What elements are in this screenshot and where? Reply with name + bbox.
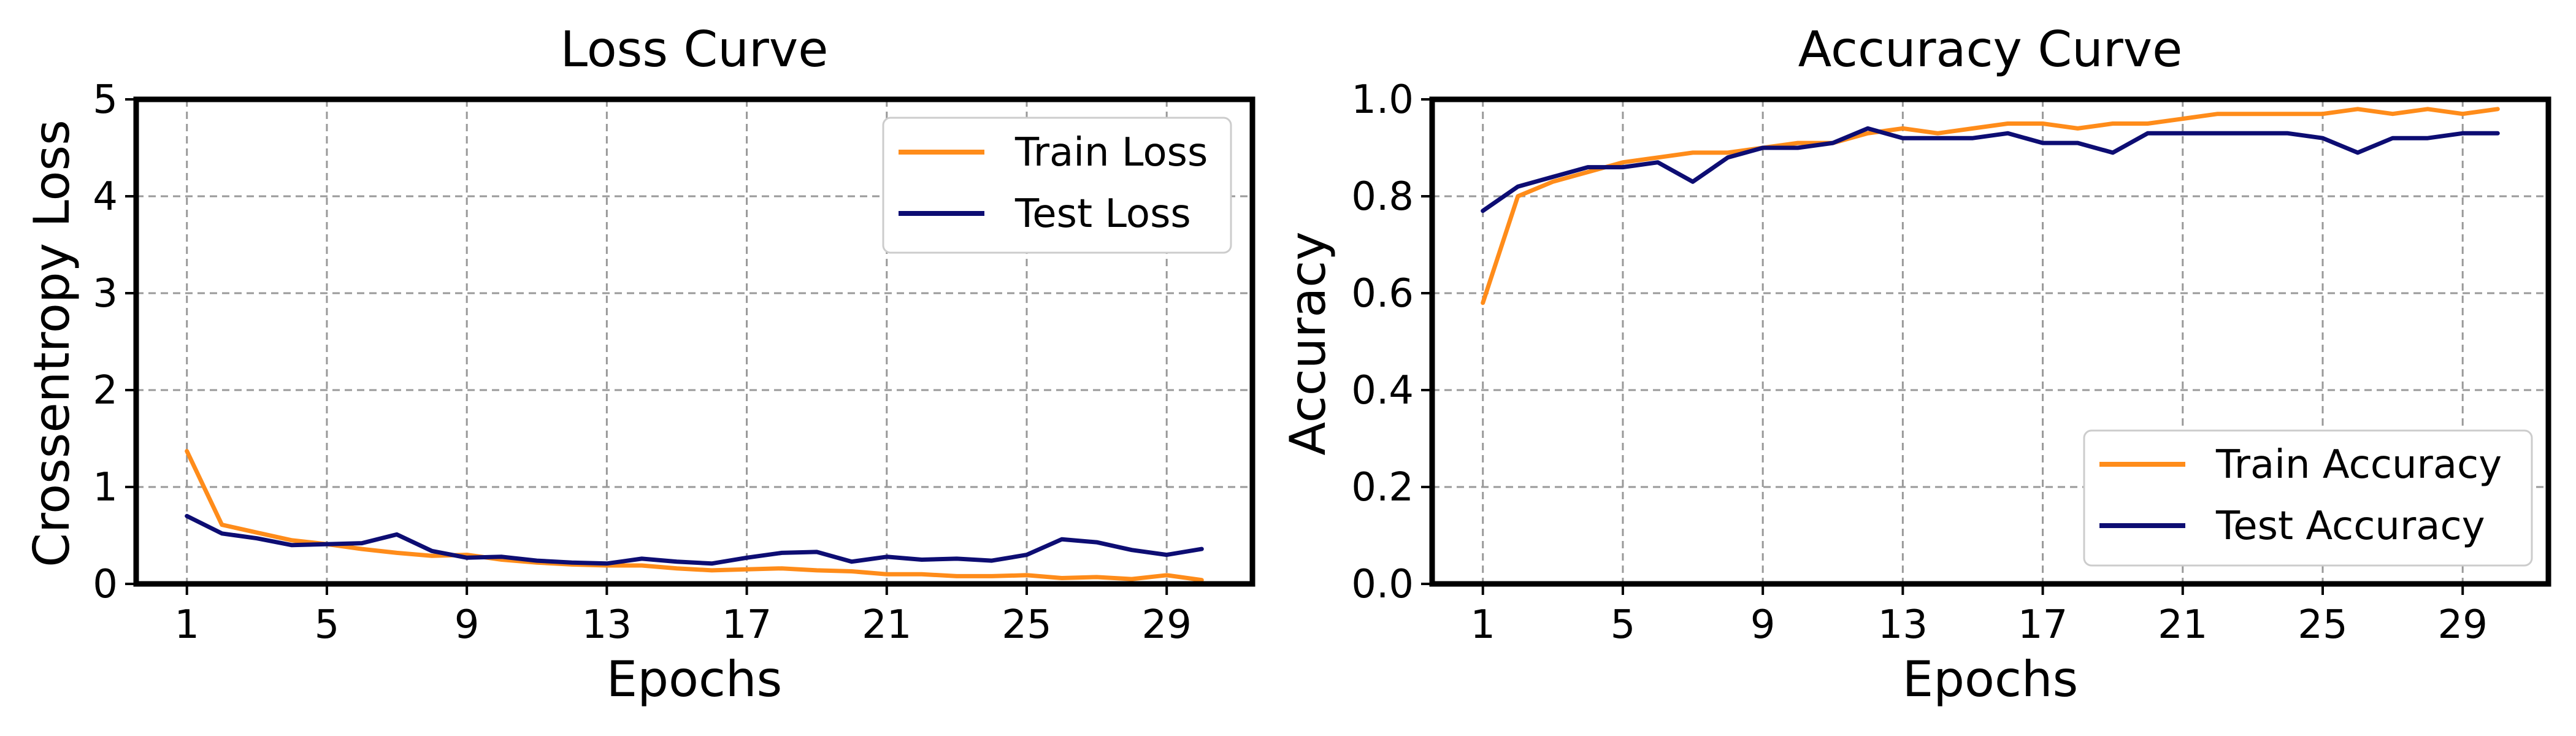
- accuracy-ytick-label: 0.0: [1351, 562, 1414, 607]
- accuracy-xtick-label: 17: [2018, 602, 2068, 648]
- loss-ytick-label: 3: [93, 271, 118, 316]
- accuracy-xtick-label: 9: [1750, 602, 1776, 648]
- accuracy-xtick-label: 25: [2298, 602, 2347, 648]
- loss-xtick-label: 21: [862, 602, 911, 648]
- series-line-train-accuracy: [1481, 107, 2500, 305]
- loss-ytick-label: 5: [93, 77, 118, 123]
- loss-chart-ticks: 1 5 9 13 17 21 25 29 0 1 2 3 4 5: [93, 77, 1192, 648]
- series-line-test-accuracy: [1481, 126, 2500, 213]
- legend-label-train-accuracy: Train Accuracy: [2215, 442, 2502, 488]
- loss-xtick-label: 17: [722, 602, 772, 648]
- accuracy-ytick-label: 1.0: [1351, 77, 1414, 123]
- legend-label-test-loss: Test Loss: [1014, 191, 1191, 237]
- loss-xtick-label: 5: [315, 602, 340, 648]
- accuracy-chart-ylabel: Accuracy: [1279, 231, 1336, 455]
- accuracy-xtick-label: 5: [1611, 602, 1636, 648]
- accuracy-chart-title: Accuracy Curve: [1798, 21, 2183, 78]
- loss-ytick-label: 0: [93, 562, 118, 607]
- accuracy-chart-legend: Train Accuracy Test Accuracy: [2083, 429, 2533, 567]
- series-line-test-loss: [185, 513, 1204, 566]
- loss-ytick-label: 4: [93, 174, 118, 220]
- loss-chart-ylabel: Crossentropy Loss: [23, 120, 80, 567]
- accuracy-ytick-label: 0.6: [1351, 271, 1414, 316]
- legend-label-test-accuracy: Test Accuracy: [2215, 504, 2485, 549]
- loss-xtick-label: 29: [1142, 602, 1192, 648]
- loss-chart-frame: [133, 96, 1255, 587]
- accuracy-xtick-label: 13: [1878, 602, 1928, 648]
- loss-chart-series: [185, 449, 1204, 583]
- accuracy-ytick-label: 0.8: [1351, 174, 1414, 220]
- legend-label-train-loss: Train Loss: [1014, 130, 1208, 175]
- loss-xtick-label: 25: [1002, 602, 1051, 648]
- loss-chart-title: Loss Curve: [561, 21, 829, 78]
- loss-xtick-label: 13: [582, 602, 632, 648]
- accuracy-xtick-label: 29: [2438, 602, 2488, 648]
- loss-chart-xlabel: Epochs: [607, 651, 783, 708]
- loss-chart-legend: Train Loss Test Loss: [882, 117, 1232, 254]
- accuracy-chart-series: [1481, 107, 2500, 305]
- accuracy-chart-ticks: 1 5 9 13 17 21 25 29 0.0 0.2 0.4 0.6 0.8 1.0: [1351, 77, 2488, 648]
- accuracy-ytick-label: 0.4: [1351, 368, 1414, 413]
- accuracy-chart: Accuracy Curve Accuracy Epochs 1 5 9 13 17 21…: [1279, 21, 2551, 708]
- loss-ytick-label: 1: [93, 465, 118, 510]
- accuracy-chart-xlabel: Epochs: [1903, 651, 2079, 708]
- series-line-train-loss: [185, 449, 1204, 583]
- accuracy-xtick-label: 21: [2158, 602, 2207, 648]
- loss-xtick-label: 9: [454, 602, 480, 648]
- loss-ytick-label: 2: [93, 368, 118, 413]
- accuracy-ytick-label: 0.2: [1351, 465, 1414, 510]
- accuracy-legend-box: [2083, 429, 2533, 567]
- accuracy-xtick-label: 1: [1470, 602, 1495, 648]
- accuracy-chart-frame: [1429, 96, 2551, 587]
- loss-xtick-label: 1: [174, 602, 199, 648]
